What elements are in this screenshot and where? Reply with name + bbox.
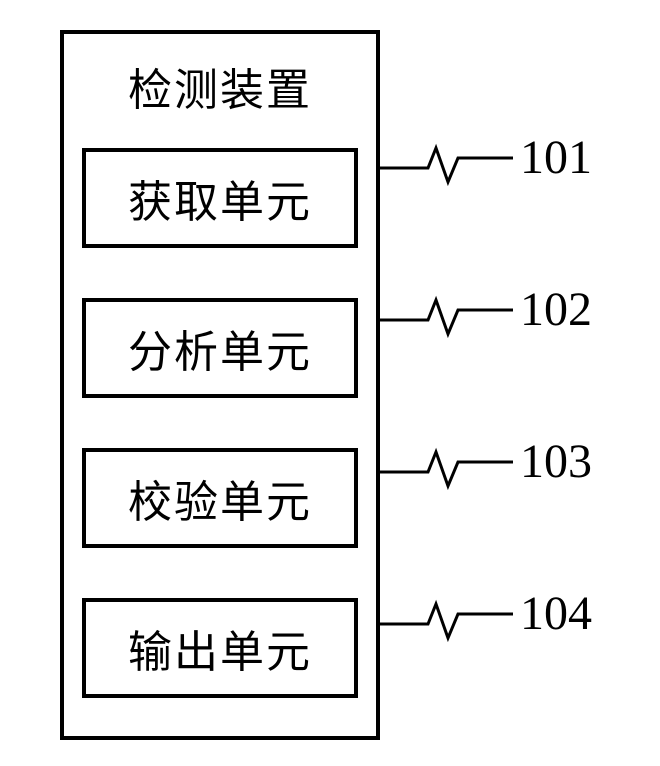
acquisition-unit-box: 获取单元 [82, 148, 358, 248]
analysis-unit-box: 分析单元 [82, 298, 358, 398]
detection-device-container: 检测装置 获取单元 分析单元 校验单元 输出单元 [60, 30, 380, 740]
container-title: 检测装置 [82, 54, 358, 118]
verification-unit-label: 校验单元 [128, 466, 312, 530]
ref-104: 104 [520, 586, 592, 641]
ref-101: 101 [520, 130, 592, 185]
analysis-unit-label: 分析单元 [128, 316, 312, 380]
connector-102 [378, 292, 518, 342]
ref-103: 103 [520, 434, 592, 489]
output-unit-box: 输出单元 [82, 598, 358, 698]
output-unit-label: 输出单元 [128, 616, 312, 680]
verification-unit-box: 校验单元 [82, 448, 358, 548]
connector-103 [378, 444, 518, 494]
connector-101 [378, 140, 518, 190]
connector-104 [378, 596, 518, 646]
acquisition-unit-label: 获取单元 [128, 166, 312, 230]
ref-102: 102 [520, 282, 592, 337]
